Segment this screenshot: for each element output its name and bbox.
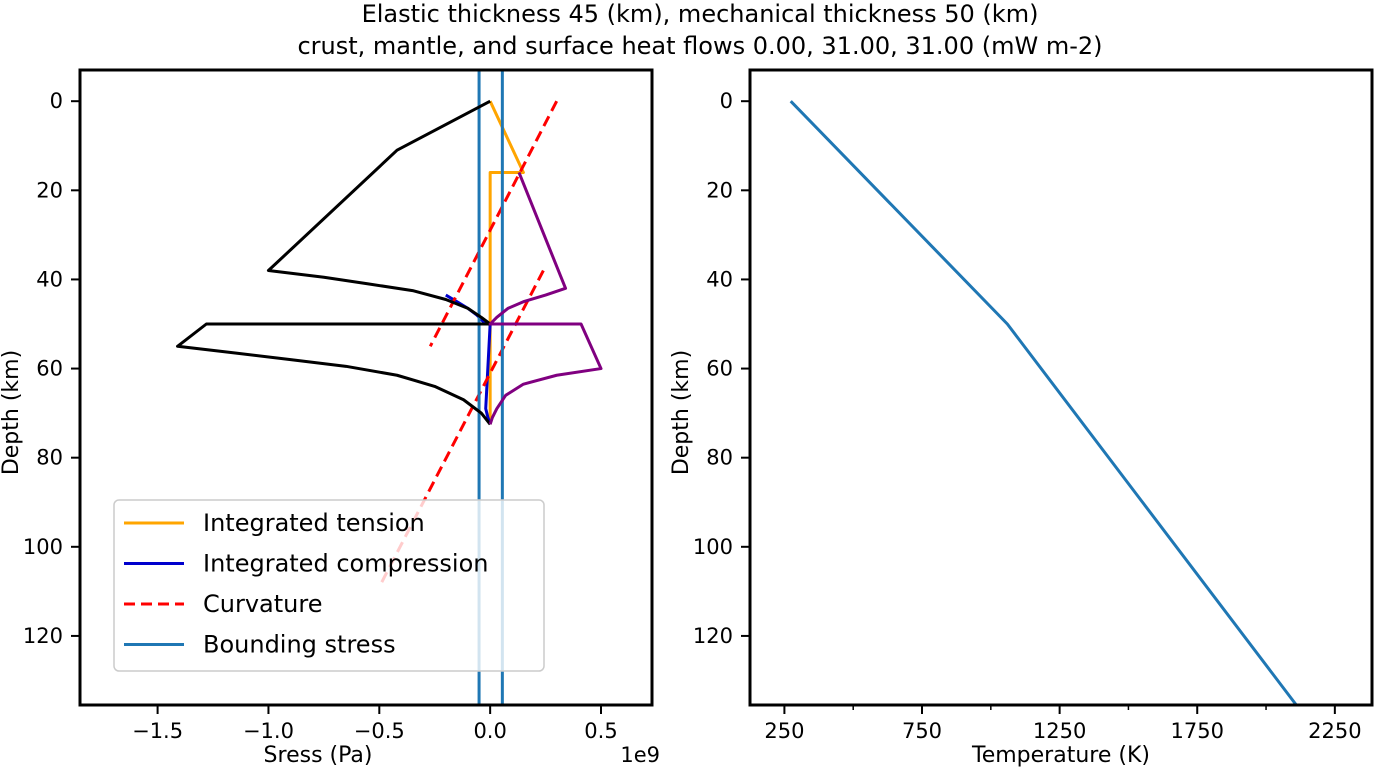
plot-area <box>789 100 1298 705</box>
x-tick-label: 2250 <box>1308 719 1361 743</box>
y-axis-label: Depth (km) <box>0 350 24 475</box>
x-tick-label: −0.5 <box>354 719 405 743</box>
stress-panel: −1.5 −1.0 −0.5 0.0 0.5 0 20 40 60 80 100 120 Sress (… <box>0 68 660 767</box>
legend-entry: Integrated compression <box>203 550 488 578</box>
x-tick-label: 250 <box>764 719 804 743</box>
y-tick-label: 0 <box>50 89 63 113</box>
plot-area <box>176 70 603 705</box>
unlabeled-4-line <box>176 99 492 426</box>
unlabeled-5-line <box>488 171 603 425</box>
legend-entry: Curvature <box>203 590 322 618</box>
y-tick-label: 20 <box>36 178 63 202</box>
legend-box <box>113 499 545 672</box>
legend-entry: Integrated tension <box>203 509 425 537</box>
chart-title-line1: Elastic thickness 45 (km), mechanical th… <box>361 0 1039 28</box>
y-tick-label: 0 <box>720 89 733 113</box>
x-offset-label: 1e9 <box>620 743 660 767</box>
chart-title-line2: crust, mantle, and surface heat flows 0.… <box>297 32 1103 60</box>
y-tick-label: 20 <box>706 178 733 202</box>
x-tick-label: −1.0 <box>243 719 294 743</box>
x-tick-label: 1750 <box>1171 719 1224 743</box>
integrated-tension-line <box>488 100 525 425</box>
y-tick-label: 120 <box>693 624 733 648</box>
y-tick-label: 80 <box>36 446 63 470</box>
legend-entry: Bounding stress <box>203 631 396 659</box>
x-axis-label: Temperature (K) <box>971 743 1150 767</box>
x-tick-label: 0.0 <box>473 719 506 743</box>
x-tick-label: 1250 <box>1033 719 1086 743</box>
temperature-panel: 250 750 1250 1750 2250 0 20 40 60 80 100 120 Tempera… <box>669 68 1374 767</box>
y-tick-label: 80 <box>706 446 733 470</box>
y-tick-label: 100 <box>693 535 733 559</box>
y-tick-label: 60 <box>36 357 63 381</box>
y-tick-label: 40 <box>36 267 63 291</box>
y-tick-label: 100 <box>23 535 63 559</box>
axes-frame <box>78 68 654 707</box>
y-tick-label: 60 <box>706 357 733 381</box>
y-axis-label: Depth (km) <box>669 350 694 475</box>
x-tick-label: 750 <box>902 719 942 743</box>
x-axis-label: Sress (Pa) <box>264 743 373 767</box>
curvature-line-1 <box>428 100 559 347</box>
x-tick-label: −1.5 <box>132 719 183 743</box>
axes-frame <box>748 68 1374 707</box>
x-tick-label: 0.5 <box>584 719 617 743</box>
y-tick-label: 40 <box>706 267 733 291</box>
unlabeled-0-line <box>789 100 1298 705</box>
y-tick-label: 120 <box>23 624 63 648</box>
